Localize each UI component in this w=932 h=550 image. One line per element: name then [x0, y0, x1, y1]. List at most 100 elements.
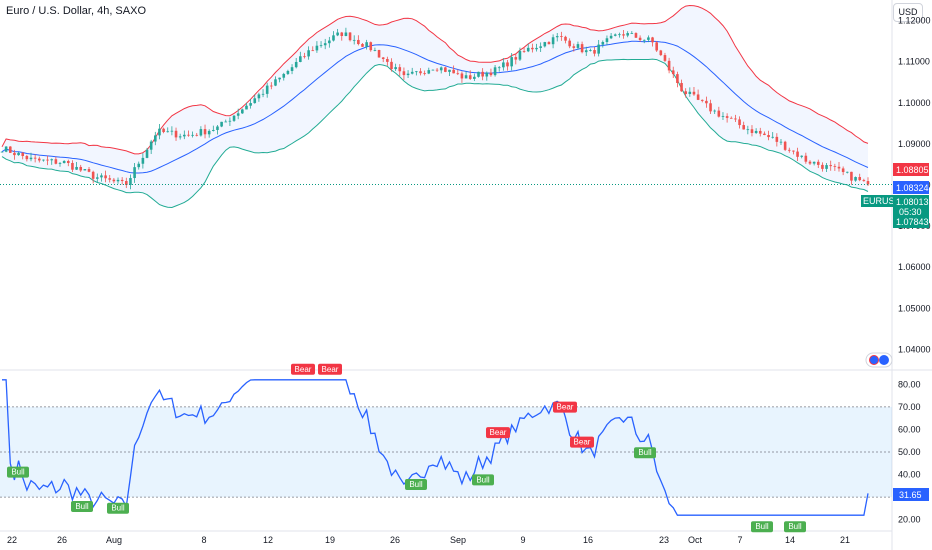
candle-body: [83, 169, 87, 171]
candle-body: [162, 128, 165, 133]
bollinger-basis-line: [1, 40, 869, 174]
divergence-label-text: Bear: [557, 403, 574, 412]
candle-body: [62, 160, 66, 164]
candle-body: [365, 42, 368, 47]
price-tick-label: 1.11000: [898, 57, 930, 67]
bar-countdown: 05:30: [899, 207, 922, 217]
bear-divergence-label: [291, 363, 315, 375]
time-tick-label: 19: [325, 535, 335, 545]
candle-body: [377, 50, 381, 58]
divergence-label-text: Bull: [111, 504, 125, 513]
candle-body: [270, 85, 273, 87]
candle-body: [473, 76, 476, 79]
price-tick-label: 1.05000: [898, 303, 931, 313]
candle-body: [241, 109, 244, 114]
candle-body: [841, 168, 845, 173]
candle-body: [344, 32, 348, 37]
candle-body: [216, 126, 219, 130]
candle-body: [659, 50, 663, 56]
candle-body: [439, 67, 443, 71]
candle-body: [108, 178, 112, 180]
candle-body: [178, 136, 182, 138]
candle-body: [485, 72, 489, 77]
candle-body: [502, 62, 505, 68]
candle-body: [493, 67, 497, 76]
candle-body: [257, 94, 261, 99]
bear-divergence-label: [318, 363, 342, 375]
candle-body: [642, 39, 646, 41]
price-tick-label: 1.04000: [898, 344, 931, 354]
candle-body: [71, 162, 74, 170]
candle-body: [261, 93, 265, 95]
bull-divergence-label: [107, 502, 129, 514]
divergence-label-text: Bull: [755, 522, 769, 531]
candle-body: [352, 39, 356, 41]
time-tick-label: 23: [659, 535, 669, 545]
candle-body: [705, 100, 708, 104]
time-tick-label: 21: [840, 535, 850, 545]
candle-body: [468, 75, 472, 79]
candle-body: [207, 130, 211, 135]
candle-body: [303, 56, 306, 58]
bollinger-band-fill: [2, 5, 868, 208]
candle-body: [431, 69, 435, 71]
candle-body: [369, 42, 373, 51]
candle-body: [456, 73, 460, 75]
candle-body: [684, 91, 687, 95]
candle-body: [543, 42, 547, 47]
candle-body: [522, 51, 526, 52]
candle-body: [323, 43, 327, 46]
symbol-label: EURUSD: [863, 196, 902, 206]
candle-body: [787, 149, 791, 151]
candle-body: [278, 77, 281, 80]
candle-body: [125, 181, 128, 185]
candle-body: [845, 171, 849, 173]
candle-body: [816, 161, 820, 165]
candle-body: [315, 45, 319, 51]
time-tick-label: 26: [390, 535, 400, 545]
candle-body: [560, 36, 563, 37]
candle-body: [66, 160, 70, 163]
candle-body: [386, 59, 389, 62]
bear-divergence-label: [570, 436, 594, 448]
rsi-tick-label: 40.00: [898, 470, 921, 480]
candle-body: [336, 32, 339, 36]
candle-body: [199, 129, 203, 136]
candle-body: [58, 163, 62, 164]
candle-body: [460, 73, 464, 79]
candle-body: [833, 166, 837, 167]
candle-body: [54, 159, 58, 164]
candle-body: [8, 146, 12, 153]
indicator-settings-icon[interactable]: [865, 352, 893, 368]
divergence-label-text: Bear: [295, 365, 312, 374]
candle-body: [112, 179, 116, 182]
candle-body: [158, 128, 161, 136]
candle-body: [568, 40, 571, 47]
candle-body: [319, 45, 323, 47]
candle-body: [539, 46, 542, 48]
candle-body: [224, 121, 228, 123]
candle-body: [734, 118, 737, 120]
candle-body: [771, 136, 774, 138]
candle-body: [680, 82, 683, 92]
candle-body: [187, 134, 190, 136]
candle-body: [286, 70, 290, 74]
candle-body: [663, 55, 667, 61]
candle-body: [133, 167, 136, 179]
candle-body: [361, 44, 364, 47]
candle-body: [481, 71, 484, 77]
candle-body: [626, 33, 629, 36]
candle-body: [767, 135, 770, 138]
candle-body: [332, 35, 335, 41]
candle-body: [245, 105, 248, 110]
divergence-label-text: Bear: [322, 365, 339, 374]
rsi-tick-label: 80.00: [898, 379, 921, 389]
candle-body: [551, 37, 555, 45]
currency-selector-button[interactable]: USD: [893, 3, 923, 22]
candle-body: [514, 57, 518, 60]
candle-body: [754, 130, 758, 133]
candle-body: [79, 166, 83, 171]
divergence-label-text: Bull: [11, 468, 25, 477]
svg-text:31.65: 31.65: [899, 490, 922, 500]
